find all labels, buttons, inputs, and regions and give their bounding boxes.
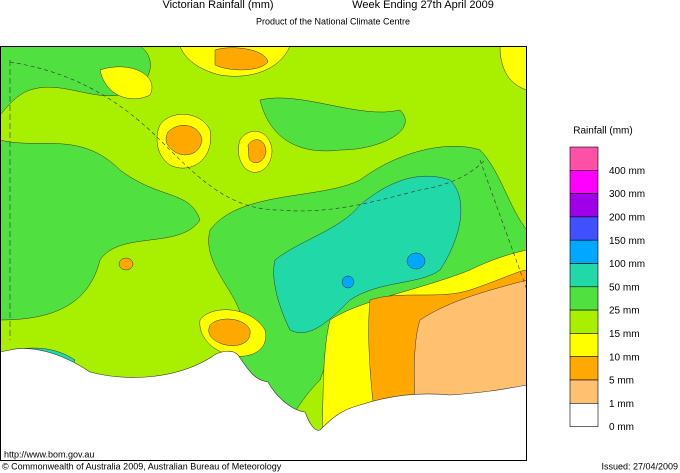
legend-label: 5 mm bbox=[609, 376, 634, 387]
legend-swatch bbox=[569, 146, 599, 171]
legend-swatch bbox=[569, 193, 599, 218]
legend-label: 100 mm bbox=[609, 259, 645, 270]
legend-label: 25 mm bbox=[609, 306, 640, 317]
legend-label: 150 mm bbox=[609, 236, 645, 247]
subtitle: Product of the National Climate Centre bbox=[256, 16, 410, 26]
legend-swatch bbox=[569, 309, 599, 334]
legend-label: 300 mm bbox=[609, 189, 645, 200]
legend-label: 0 mm bbox=[609, 422, 634, 433]
legend-swatch bbox=[569, 216, 599, 241]
footer-url: http://www.bom.gov.au bbox=[4, 449, 94, 459]
title: Victorian Rainfall (mm) bbox=[162, 0, 273, 11]
legend-swatch bbox=[569, 263, 599, 288]
legend-swatch bbox=[569, 356, 599, 381]
footer-issued: Issued: 27/04/2009 bbox=[601, 461, 678, 471]
legend-label: 1 mm bbox=[609, 399, 634, 410]
period: Week Ending 27th April 2009 bbox=[352, 0, 494, 11]
legend-swatch bbox=[569, 333, 599, 357]
legend-entries: 400 mm 300 mm 200 mm 150 mm 100 mm 50 mm 25 mm… bbox=[569, 146, 645, 433]
legend-swatch bbox=[569, 379, 599, 404]
legend-label: 15 mm bbox=[609, 329, 640, 340]
legend-label: 400 mm bbox=[609, 166, 645, 177]
legend-label: 10 mm bbox=[609, 352, 640, 363]
legend-swatch bbox=[569, 170, 599, 194]
legend: Rainfall (mm) 400 mm 300 mm 200 mm 150 mm 10… bbox=[569, 126, 645, 433]
legend-swatch bbox=[569, 239, 599, 264]
footer-copyright: © Commonwealth of Australia 2009, Austra… bbox=[2, 461, 282, 471]
legend-label: 200 mm bbox=[609, 213, 645, 224]
legend-swatch bbox=[569, 286, 599, 311]
legend-label: 50 mm bbox=[609, 282, 640, 293]
legend-swatch bbox=[569, 402, 599, 427]
map bbox=[0, 46, 527, 461]
legend-title: Rainfall (mm) bbox=[573, 126, 632, 137]
